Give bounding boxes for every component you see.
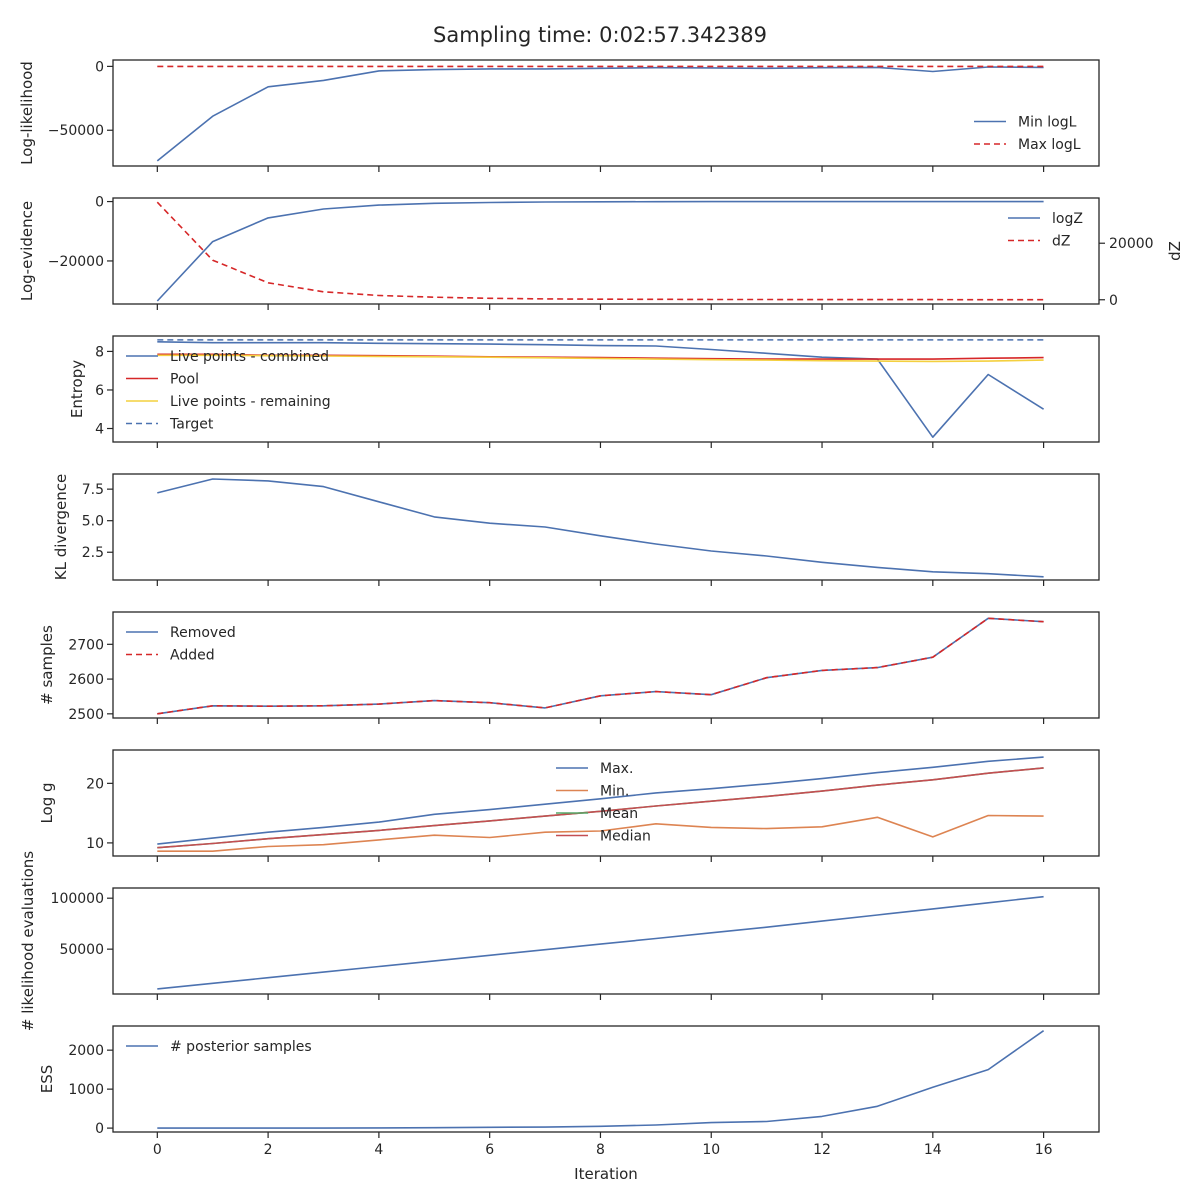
legend-label: Pool [170,372,199,388]
legend: logZ dZ [1008,211,1083,250]
x-axis-label: Iteration [574,1165,638,1183]
y-axis-label: Entropy [68,360,86,418]
legend: Max. Min. Mean Median [556,761,651,845]
y2-tick-label: 0 [1109,293,1118,309]
y-axis-label: Log g [38,782,56,823]
y-axis-label: ESS [38,1065,56,1094]
series-line-live-points-combined [157,341,1045,439]
legend: Live points - combined Pool Live points - … [126,349,331,433]
legend-label: Min. [600,784,629,800]
legend-label: Max logL [1018,137,1081,153]
y-axis-label: KL divergence [52,474,70,580]
x-tick-label: 12 [813,1142,831,1158]
y-axis-label: Log-likelihood [18,61,36,165]
panel-6: 20 10 Log g Max. Min. Mean Median [38,749,1100,862]
y-tick-label: 0 [95,1121,104,1137]
y-tick-label: 7.5 [82,482,104,498]
series-line-logz [156,200,1044,302]
panel-4: 7.5 5.0 2.5 KL divergence [52,473,1100,586]
y-tick-label: 5.0 [82,514,104,530]
y-tick-label: 2600 [68,672,104,688]
x-tick-label: 14 [924,1142,942,1158]
legend-label: Added [170,648,215,664]
plot-frame [112,473,1100,581]
series-line-max- [157,756,1044,845]
plot-frame [112,197,1100,305]
x-tick-label: 10 [702,1142,720,1158]
y-tick-label: 8 [95,344,104,360]
y-tick-label: 20 [86,776,104,792]
y2-axis-label: dZ [1166,241,1184,261]
series-line-min-logl [156,66,1044,162]
legend-label: Removed [170,625,236,641]
panel-8: 0 2 4 6 8 10 12 14 16 2000 1000 0 ESS # posterior sam… [38,1025,1100,1158]
x-tick-label: 0 [153,1142,162,1158]
figure-title: Sampling time: 0:02:57.342389 [433,23,767,47]
panel-1: 0 −50000 Log-likelihood Min logL Max logL [18,59,1100,172]
series-line-line-0 [157,478,1044,578]
legend-label: Target [169,417,214,433]
plot-frame [112,1025,1100,1133]
y-tick-label: 6 [95,383,104,399]
series-line-min- [157,814,1044,853]
y-tick-label: 0 [95,195,104,211]
legend-label: Max. [600,761,633,777]
y-tick-label: 2000 [68,1043,104,1059]
y-tick-label: 2700 [68,637,104,653]
y-tick-label: 50000 [59,942,104,958]
y-axis-label: Log-evidence [18,201,36,301]
legend-label: dZ [1052,234,1070,250]
series-line--posterior-samples [157,1030,1045,1129]
y-tick-label: 0 [95,59,104,75]
y-tick-label: 2.5 [82,545,104,561]
y2-tick-label: 20000 [1109,236,1154,252]
legend-label: Live points - combined [170,349,329,365]
legend-label: Live points - remaining [170,394,331,410]
x-tick-label: 6 [485,1142,494,1158]
panel-2: 0 −20000 0 20000 dZ Log-evidence logZ dZ [18,195,1184,310]
legend-label: Median [600,829,651,845]
panel-5: 2700 2600 2500 # samples Removed Added [38,611,1100,724]
series-line-added [157,617,1044,715]
series-line-removed [157,617,1044,715]
y-tick-label: 4 [95,422,104,438]
x-tick-label: 4 [374,1142,383,1158]
plot-frame [112,59,1100,167]
y-tick-label: 2500 [68,707,104,723]
x-tick-label: 2 [264,1142,273,1158]
legend: Removed Added [126,625,236,664]
y-tick-label: −50000 [48,123,104,139]
y-tick-label: 100000 [51,891,104,907]
y-tick-label: 10 [86,836,104,852]
legend-label: Mean [600,806,638,822]
series-line-median [157,767,1044,849]
plot-frame [112,335,1100,443]
legend-label: Min logL [1018,115,1077,131]
legend: Min logL Max logL [974,115,1081,153]
plot-frame [112,749,1100,857]
y-axis-label: # samples [38,625,56,705]
series-line-dz [156,201,1044,301]
series-line-live-points-remaining [157,354,1044,363]
panels: 0 −50000 Log-likelihood Min logL Max logL 0 −2… [18,59,1184,1158]
series-line-line-0 [157,895,1044,990]
panel-7: 100000 50000 # likelihood evaluations [19,851,1100,1031]
y-tick-label: −20000 [48,254,104,270]
x-tick-label: 16 [1035,1142,1053,1158]
y-axis-label: # likelihood evaluations [19,851,37,1031]
legend: # posterior samples [126,1039,312,1055]
plot-frame [112,887,1100,995]
legend-label: logZ [1052,211,1083,227]
plot-frame [112,611,1100,719]
y-tick-label: 1000 [68,1082,104,1098]
x-tick-label: 8 [596,1142,605,1158]
legend-label: # posterior samples [170,1039,312,1055]
